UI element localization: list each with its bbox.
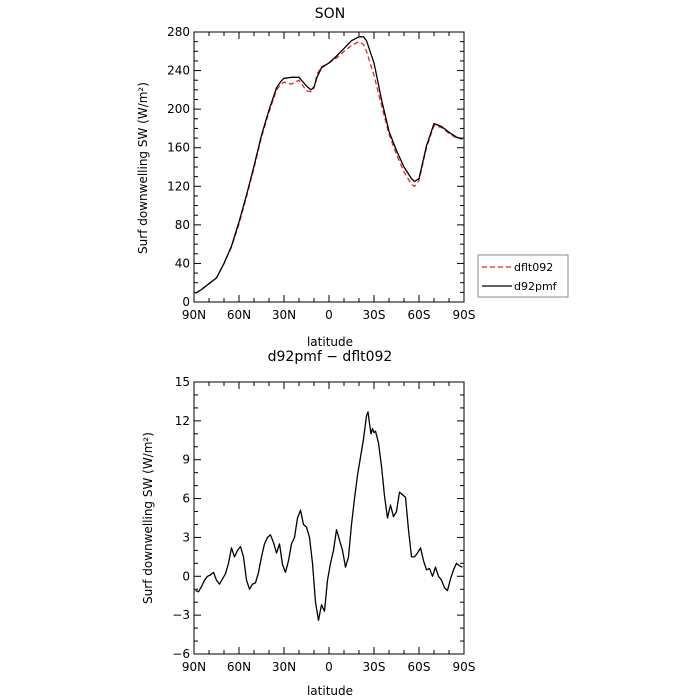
bottom-y-tick-label: 9 (182, 453, 190, 467)
top-x-tick-label: 90S (453, 308, 476, 322)
bottom-y-tick-label: 3 (182, 530, 190, 544)
legend-label-d92pmf: d92pmf (514, 280, 558, 293)
top-x-tick-label: 0 (325, 308, 333, 322)
top-y-tick-label: 240 (167, 64, 190, 78)
top-y-tick-label: 280 (167, 25, 190, 39)
top-y-tick-label: 120 (167, 179, 190, 193)
top-x-tick-label: 30S (363, 308, 386, 322)
bottom-y-tick-label: 12 (175, 414, 190, 428)
bottom-x-tick-label: 90N (182, 660, 206, 674)
bottom-y-axis-label: Surf downwelling SW (W/m²) (141, 432, 155, 604)
top-x-axis-label: latitude (307, 335, 353, 349)
bottom-x-tick-label: 60N (227, 660, 251, 674)
top-y-tick-label: 160 (167, 141, 190, 155)
top-plot-frame (193, 31, 465, 303)
bottom-y-tick-label: 6 (182, 492, 190, 506)
legend: dflt092 d92pmf (477, 254, 569, 298)
bottom-axis-ticks: 90N 60N 30N 0 30S 60S 90S −6 −3 0 3 6 9 12 15 (172, 375, 475, 674)
bottom-x-axis-label: latitude (307, 684, 353, 698)
top-x-tick-label: 60S (408, 308, 431, 322)
bottom-x-tick-label: 90S (453, 660, 476, 674)
top-series-group (195, 36, 463, 294)
top-y-axis-label: Surf downwelling SW (W/m²) (136, 82, 150, 254)
top-y-tick-label: 40 (175, 256, 190, 270)
bottom-plot-frame (193, 381, 465, 655)
bottom-x-tick-label: 30S (363, 660, 386, 674)
bottom-y-tick-label: 15 (175, 375, 190, 389)
top-series-line-d92pmf (195, 36, 463, 294)
bottom-y-tick-label: −3 (172, 608, 190, 622)
top-y-tick-label: 0 (182, 295, 190, 309)
top-x-tick-label: 90N (182, 308, 206, 322)
bottom-x-tick-label: 60S (408, 660, 431, 674)
legend-label-dflt092: dflt092 (514, 261, 553, 274)
top-series-line-dflt092 (195, 40, 463, 294)
top-y-tick-label: 80 (175, 218, 190, 232)
bottom-series-group (195, 411, 463, 621)
bottom-y-tick-label: 0 (182, 569, 190, 583)
bottom-y-tick-label: −6 (172, 647, 190, 661)
legend-box (477, 254, 569, 298)
bottom-chart-title: d92pmf − dflt092 (268, 349, 393, 365)
top-axis-ticks: 90N 60N 30N 0 30S 60S 90S 0 40 80 120 160 200 240 280 (167, 25, 475, 322)
bottom-x-tick-label: 0 (325, 660, 333, 674)
bottom-x-tick-label: 30N (272, 660, 296, 674)
top-panel: SON 90N 60N 30N 0 30S 60S 90S 0 40 80 120 160 200 240… (136, 6, 569, 349)
top-x-tick-label: 60N (227, 308, 251, 322)
bottom-series-line-series-0 (195, 411, 463, 621)
top-chart-title: SON (315, 6, 345, 22)
bottom-panel: d92pmf − dflt092 90N 60N 30N 0 30S 60S 90S −6 −3… (141, 349, 475, 698)
top-y-tick-label: 200 (167, 102, 190, 116)
top-x-tick-label: 30N (272, 308, 296, 322)
